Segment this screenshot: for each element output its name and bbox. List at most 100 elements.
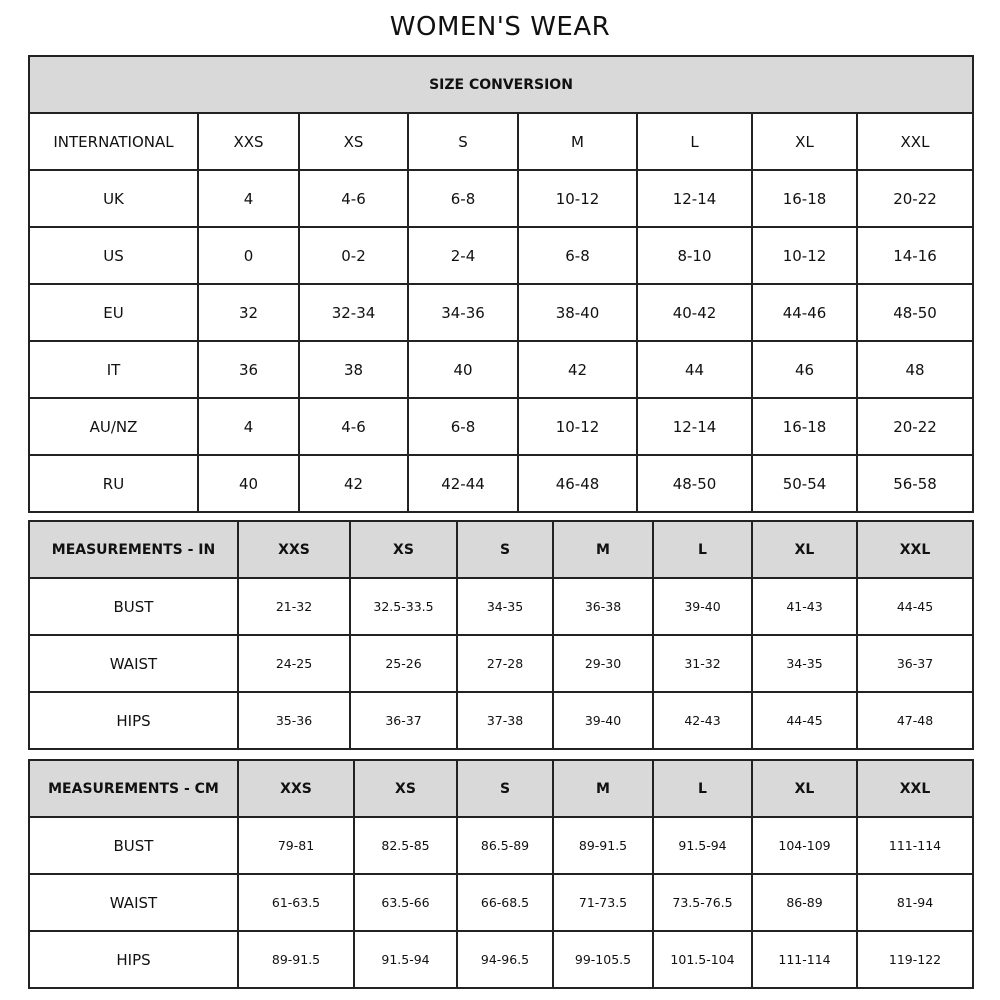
- table-cell: 4-6: [298, 397, 409, 456]
- row-header-label: MEASUREMENTS - CM: [28, 759, 239, 818]
- table-cell: 89-91.5: [237, 930, 355, 989]
- size-conversion-table: SIZE CONVERSION INTERNATIONAL XXS XS S M L XL X…: [28, 55, 974, 513]
- row-header-label: MEASUREMENTS - IN: [28, 520, 239, 579]
- table-cell: 63.5-66: [353, 873, 458, 932]
- table-cell: 10-12: [751, 226, 858, 285]
- table-cell: 86-89: [751, 873, 858, 932]
- row-header-label: INTERNATIONAL: [28, 112, 199, 171]
- table-cell: 4: [197, 397, 300, 456]
- column-header: XL: [751, 112, 858, 171]
- table-cell: 12-14: [636, 169, 753, 228]
- table-cell: 66-68.5: [456, 873, 554, 932]
- table-cell: 40: [407, 340, 519, 399]
- row-label: HIPS: [28, 930, 239, 989]
- table-cell: 94-96.5: [456, 930, 554, 989]
- column-header: XS: [353, 759, 458, 818]
- table-cell: 34-36: [407, 283, 519, 342]
- table-cell: 99-105.5: [552, 930, 654, 989]
- table-cell: 50-54: [751, 454, 858, 513]
- column-header: M: [552, 520, 654, 579]
- table-cell: 44: [636, 340, 753, 399]
- column-header: M: [517, 112, 638, 171]
- table-cell: 48: [856, 340, 974, 399]
- table-cell: 111-114: [751, 930, 858, 989]
- column-header: L: [652, 759, 753, 818]
- column-header: XXL: [856, 520, 974, 579]
- table-cell: 6-8: [407, 397, 519, 456]
- column-header: S: [456, 759, 554, 818]
- row-label: BUST: [28, 577, 239, 636]
- table-cell: 42-44: [407, 454, 519, 513]
- table-cell: 104-109: [751, 816, 858, 875]
- table-cell: 14-16: [856, 226, 974, 285]
- column-header: XS: [349, 520, 458, 579]
- table-cell: 82.5-85: [353, 816, 458, 875]
- table-row: UK 4 4-6 6-8 10-12 12-14 16-18 20-22: [28, 169, 974, 228]
- table-row: BUST 79-81 82.5-85 86.5-89 89-91.5 91.5-94 104…: [28, 816, 974, 875]
- table-cell: 36-37: [856, 634, 974, 693]
- table-cell: 111-114: [856, 816, 974, 875]
- table-cell: 36: [197, 340, 300, 399]
- header-row: MEASUREMENTS - IN XXS XS S M L XL XXL: [28, 520, 974, 579]
- table-cell: 34-35: [456, 577, 554, 636]
- table-cell: 91.5-94: [353, 930, 458, 989]
- column-header: XXS: [197, 112, 300, 171]
- row-label: WAIST: [28, 634, 239, 693]
- table-cell: 8-10: [636, 226, 753, 285]
- table-cell: 16-18: [751, 169, 858, 228]
- table-cell: 119-122: [856, 930, 974, 989]
- table-row: US 0 0-2 2-4 6-8 8-10 10-12 14-16: [28, 226, 974, 285]
- table-cell: 20-22: [856, 169, 974, 228]
- table-row: WAIST 61-63.5 63.5-66 66-68.5 71-73.5 73.5-76…: [28, 873, 974, 932]
- table-cell: 42: [517, 340, 638, 399]
- table-cell: 47-48: [856, 691, 974, 750]
- row-label: RU: [28, 454, 199, 513]
- table-cell: 16-18: [751, 397, 858, 456]
- table-cell: 48-50: [856, 283, 974, 342]
- table-row: EU 32 32-34 34-36 38-40 40-42 44-46 48-50: [28, 283, 974, 342]
- table-cell: 56-58: [856, 454, 974, 513]
- table-cell: 46-48: [517, 454, 638, 513]
- table-cell: 39-40: [552, 691, 654, 750]
- table-cell: 34-35: [751, 634, 858, 693]
- table-row: RU 40 42 42-44 46-48 48-50 50-54 56-58: [28, 454, 974, 513]
- table-cell: 4-6: [298, 169, 409, 228]
- table-cell: 31-32: [652, 634, 753, 693]
- column-header: L: [636, 112, 753, 171]
- table-cell: 89-91.5: [552, 816, 654, 875]
- table-cell: 0-2: [298, 226, 409, 285]
- row-label: UK: [28, 169, 199, 228]
- table-cell: 46: [751, 340, 858, 399]
- table-cell: 4: [197, 169, 300, 228]
- table-cell: 10-12: [517, 169, 638, 228]
- column-header: XXS: [237, 759, 355, 818]
- column-header: S: [407, 112, 519, 171]
- row-label: EU: [28, 283, 199, 342]
- table-cell: 35-36: [237, 691, 351, 750]
- table-row: HIPS 35-36 36-37 37-38 39-40 42-43 44-45 47-48: [28, 691, 974, 750]
- table-row: HIPS 89-91.5 91.5-94 94-96.5 99-105.5 101.5-1…: [28, 930, 974, 989]
- size-conversion-heading-row: SIZE CONVERSION: [28, 55, 974, 114]
- table-cell: 44-45: [856, 577, 974, 636]
- column-header: XL: [751, 520, 858, 579]
- table-cell: 48-50: [636, 454, 753, 513]
- row-label: HIPS: [28, 691, 239, 750]
- table-cell: 71-73.5: [552, 873, 654, 932]
- column-header: XXL: [856, 759, 974, 818]
- table-cell: 38: [298, 340, 409, 399]
- table-cell: 36-37: [349, 691, 458, 750]
- column-header: XL: [751, 759, 858, 818]
- table-cell: 25-26: [349, 634, 458, 693]
- table-cell: 20-22: [856, 397, 974, 456]
- table-row: IT 36 38 40 42 44 46 48: [28, 340, 974, 399]
- table-cell: 81-94: [856, 873, 974, 932]
- table-cell: 73.5-76.5: [652, 873, 753, 932]
- row-label: US: [28, 226, 199, 285]
- row-label: BUST: [28, 816, 239, 875]
- table-row: AU/NZ 4 4-6 6-8 10-12 12-14 16-18 20-22: [28, 397, 974, 456]
- table-cell: 41-43: [751, 577, 858, 636]
- table-cell: 42-43: [652, 691, 753, 750]
- table-cell: 6-8: [517, 226, 638, 285]
- table-cell: 36-38: [552, 577, 654, 636]
- table-cell: 86.5-89: [456, 816, 554, 875]
